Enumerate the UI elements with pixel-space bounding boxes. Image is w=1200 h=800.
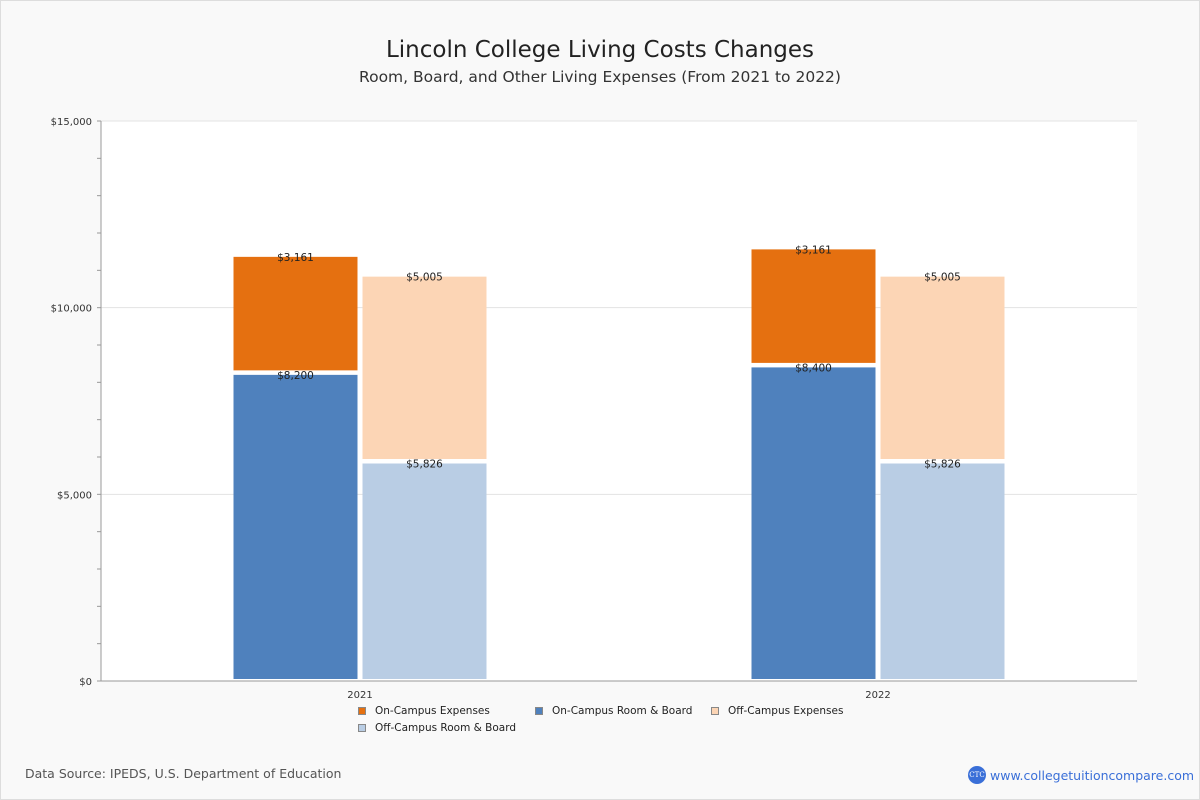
- y-tick-label: $10,000: [51, 304, 92, 315]
- data-label: $8,400: [795, 362, 832, 374]
- legend-label: On-Campus Expenses: [375, 705, 490, 717]
- x-tick-label: 2021: [347, 690, 372, 701]
- legend-label: Off-Campus Expenses: [728, 705, 844, 717]
- x-tick-label: 2022: [865, 690, 890, 701]
- bar-segment: [233, 374, 358, 679]
- data-label: $3,161: [795, 244, 832, 256]
- data-source: Data Source: IPEDS, U.S. Department of E…: [25, 766, 342, 781]
- data-label: $5,826: [406, 458, 443, 470]
- bar-segment: [751, 249, 876, 363]
- legend-swatch-icon: [535, 707, 543, 715]
- y-tick-label: $15,000: [51, 117, 92, 128]
- bar-segment: [880, 276, 1005, 459]
- legend-item[interactable]: Off-Campus Room & Board: [358, 722, 516, 734]
- legend-label: Off-Campus Room & Board: [375, 722, 517, 734]
- bar-segment: [362, 463, 487, 679]
- data-label: $5,826: [924, 458, 961, 470]
- y-tick-label: $0: [79, 677, 92, 688]
- data-label: $5,005: [924, 272, 961, 284]
- legend-swatch-icon: [358, 707, 366, 715]
- bar-segment: [751, 367, 876, 679]
- y-tick-label: $5,000: [57, 490, 92, 501]
- brand-link[interactable]: CTC www.collegetuitioncompare.com: [968, 766, 1194, 784]
- legend-item[interactable]: On-Campus Expenses: [358, 705, 490, 717]
- chart-subtitle: Room, Board, and Other Living Expenses (…: [359, 68, 841, 86]
- legend-item[interactable]: On-Campus Room & Board: [535, 705, 692, 717]
- legend-swatch-icon: [711, 707, 719, 715]
- legend-item[interactable]: Off-Campus Expenses: [711, 705, 843, 717]
- bar-segment: [880, 463, 1005, 679]
- data-label: $8,200: [277, 370, 314, 382]
- brand-url: www.collegetuitioncompare.com: [990, 767, 1195, 783]
- data-label: $3,161: [277, 252, 314, 264]
- data-label: $5,005: [406, 272, 443, 284]
- legend-swatch-icon: [358, 724, 366, 732]
- ctc-logo-icon: CTC: [968, 766, 986, 784]
- bar-segment: [233, 256, 358, 371]
- bar-segment: [362, 276, 487, 459]
- chart-title: Lincoln College Living Costs Changes: [385, 37, 815, 63]
- legend-label: On-Campus Room & Board: [552, 705, 693, 717]
